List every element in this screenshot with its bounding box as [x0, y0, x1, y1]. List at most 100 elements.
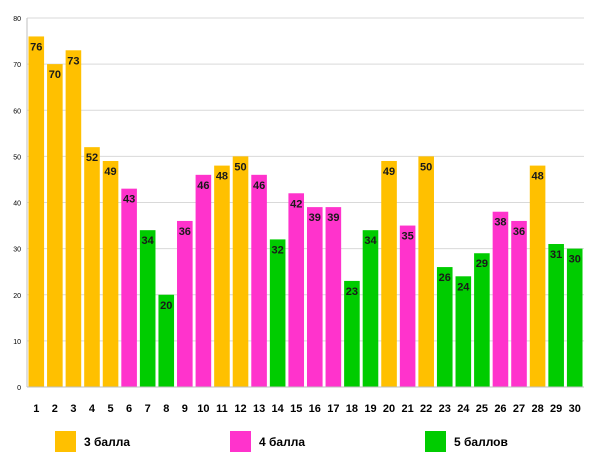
x-tick-label: 10 [197, 403, 209, 415]
y-tick-label: 0 [17, 385, 21, 392]
bar [102, 160, 119, 387]
legend-item-3: 3 балла [55, 431, 130, 452]
data-label: 48 [216, 171, 228, 183]
bar [381, 160, 397, 387]
data-label: 35 [401, 231, 413, 243]
x-tick-label: 6 [126, 403, 132, 415]
bar [269, 239, 286, 387]
x-tick-label: 21 [401, 403, 413, 415]
x-tick-label: 13 [253, 403, 265, 415]
data-label: 34 [364, 235, 377, 247]
bar [418, 156, 434, 387]
bar [511, 220, 527, 387]
data-label: 39 [309, 212, 321, 224]
x-tick-label: 28 [531, 403, 543, 415]
data-label: 46 [253, 180, 265, 192]
legend-label-4: 4 балла [259, 434, 306, 449]
data-label: 76 [30, 41, 42, 53]
x-tick-label: 2 [52, 403, 58, 415]
data-label: 34 [142, 235, 155, 247]
x-tick-label: 5 [107, 403, 113, 415]
bar [455, 276, 472, 387]
x-tick-label: 11 [216, 403, 228, 415]
bar [158, 294, 175, 387]
bar [566, 248, 583, 387]
data-label: 50 [234, 161, 246, 173]
data-label: 30 [569, 254, 581, 266]
bar-series: 76 70 73 52 49 43 34 20 36 46 48 50 46 32 42 39 39 23 34 49… [28, 36, 583, 387]
y-tick-label: 20 [13, 293, 21, 300]
legend-swatch-3 [55, 431, 76, 452]
data-label: 36 [179, 226, 191, 238]
x-tick-label: 17 [327, 403, 339, 415]
bar [325, 207, 342, 387]
y-tick-label: 30 [13, 247, 21, 254]
y-axis: 0 10 20 30 40 50 60 70 80 [13, 16, 28, 392]
chart-grid [27, 17, 584, 388]
y-tick-label: 80 [13, 16, 21, 23]
x-tick-label: 4 [89, 403, 96, 415]
y-tick-label: 60 [13, 108, 21, 115]
x-tick-label: 30 [569, 403, 581, 415]
data-label: 50 [420, 161, 432, 173]
bar [28, 36, 45, 387]
data-label: 29 [476, 258, 488, 270]
bar [492, 211, 509, 387]
bar [362, 230, 379, 387]
bar [65, 50, 82, 387]
data-label: 52 [86, 152, 98, 164]
data-label: 46 [197, 180, 209, 192]
bar [47, 64, 63, 387]
data-label: 23 [346, 286, 358, 298]
bar [529, 165, 546, 387]
x-tick-label: 16 [309, 403, 321, 415]
bar [177, 220, 193, 387]
x-tick-label: 18 [346, 403, 358, 415]
y-tick-label: 50 [13, 154, 21, 161]
data-label: 39 [327, 212, 339, 224]
bar [214, 165, 230, 387]
x-axis: 1 2 3 4 5 6 7 8 9 10 11 12 13 14 15 16 17 18 19 20 21 22 23 24 2… [27, 386, 584, 415]
x-tick-label: 1 [33, 403, 39, 415]
x-tick-label: 14 [272, 403, 285, 415]
x-tick-label: 23 [439, 403, 451, 415]
data-label: 73 [67, 55, 79, 67]
data-label: 49 [383, 166, 395, 178]
legend-item-4: 4 балла [230, 431, 305, 452]
x-tick-label: 12 [234, 403, 246, 415]
x-tick-label: 8 [163, 403, 169, 415]
bar [139, 230, 156, 387]
legend-item-5: 5 баллов [425, 431, 508, 452]
x-tick-label: 24 [457, 403, 470, 415]
data-label: 32 [272, 244, 284, 256]
legend-label-3: 3 балла [84, 434, 131, 449]
data-label: 70 [49, 69, 61, 81]
x-tick-label: 22 [420, 403, 432, 415]
data-label: 48 [531, 171, 543, 183]
bar [399, 225, 416, 387]
bar [195, 174, 212, 387]
bar [251, 174, 267, 387]
x-tick-label: 25 [476, 403, 488, 415]
bar [288, 193, 305, 387]
x-tick-label: 9 [182, 403, 188, 415]
x-tick-label: 26 [494, 403, 506, 415]
data-label: 36 [513, 226, 525, 238]
x-tick-label: 3 [70, 403, 76, 415]
y-tick-label: 40 [13, 201, 21, 208]
data-label: 31 [550, 249, 562, 261]
legend-swatch-4 [230, 431, 251, 452]
bar [84, 147, 100, 387]
data-label: 42 [290, 198, 302, 210]
bar [121, 188, 137, 387]
bar [436, 267, 453, 387]
legend-swatch-5 [425, 431, 446, 452]
bar [548, 244, 564, 387]
legend-label-5: 5 баллов [454, 434, 508, 449]
bar [232, 156, 249, 387]
x-tick-label: 19 [364, 403, 376, 415]
x-tick-label: 7 [145, 403, 151, 415]
data-label: 49 [104, 166, 116, 178]
data-label: 38 [494, 217, 506, 229]
x-tick-label: 20 [383, 403, 395, 415]
